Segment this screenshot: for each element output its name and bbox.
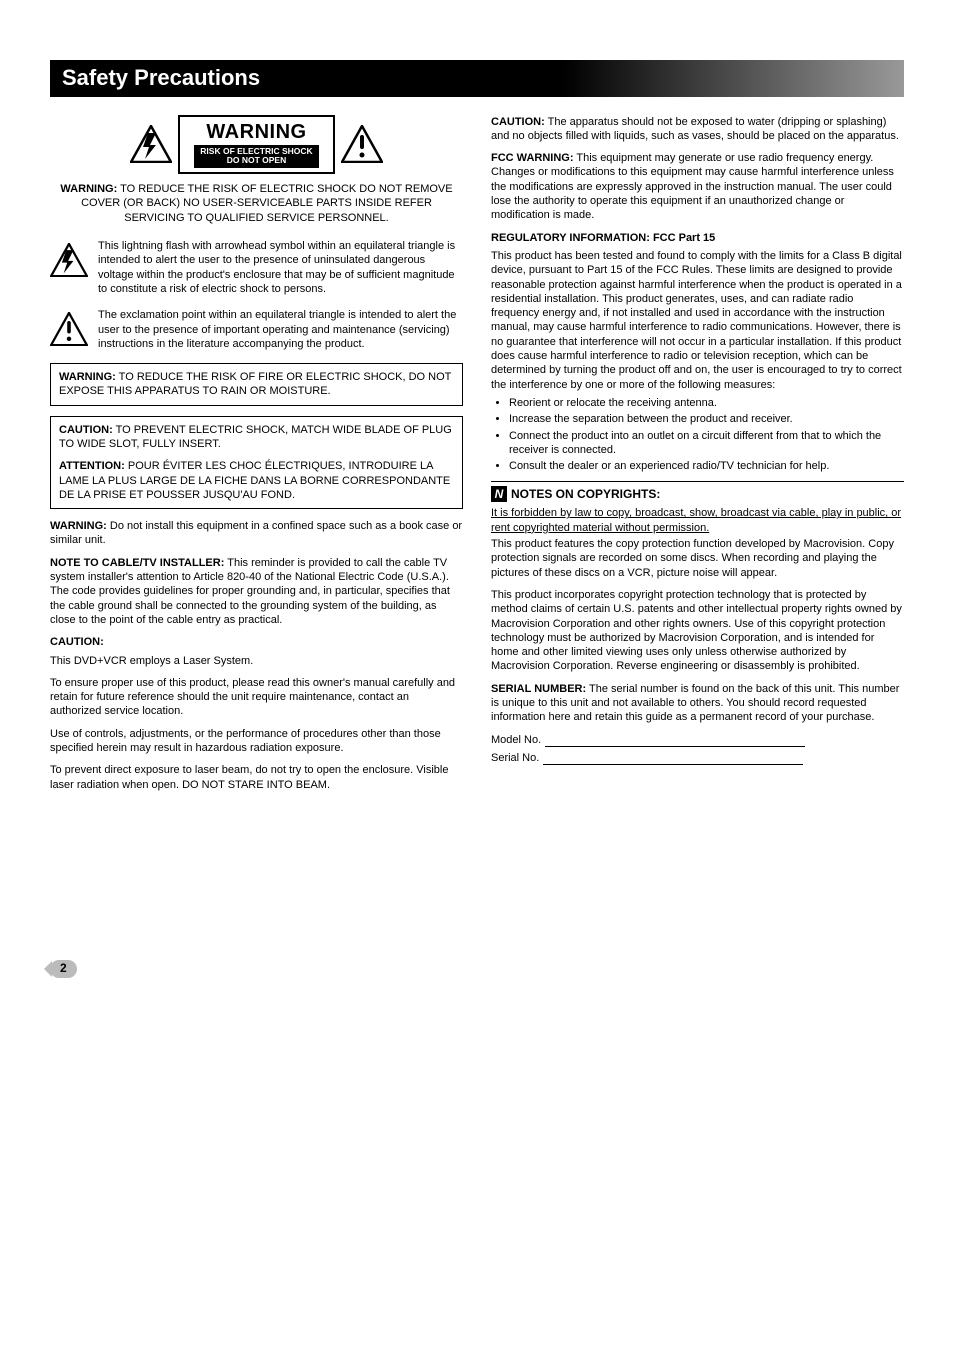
caution-p1: This DVD+VCR employs a Laser System.	[50, 654, 463, 668]
left-column: WARNING RISK OF ELECTRIC SHOCK DO NOT OP…	[50, 115, 463, 800]
frame-caution-plug: CAUTION: TO PREVENT ELECTRIC SHOCK, MATC…	[50, 416, 463, 509]
warning-sub2: DO NOT OPEN	[227, 155, 287, 165]
p-fcc-bold: FCC WARNING:	[491, 152, 574, 164]
caution-p3: Use of controls, adjustments, or the per…	[50, 727, 463, 756]
frame2-p1-bold: CAUTION:	[59, 424, 113, 436]
reg-bullet: Increase the separation between the prod…	[509, 412, 904, 426]
frame1-bold: WARNING:	[59, 371, 116, 383]
p-caution-water-bold: CAUTION:	[491, 116, 545, 128]
p-note-cable-bold: NOTE TO CABLE/TV INSTALLER:	[50, 557, 224, 569]
notes-badge-icon: N	[491, 486, 507, 502]
exclaim-triangle-icon	[50, 308, 88, 351]
p-warning-install: WARNING: Do not install this equipment i…	[50, 519, 463, 548]
reg-bullet: Consult the dealer or an experienced rad…	[509, 459, 904, 473]
content-columns: WARNING RISK OF ELECTRIC SHOCK DO NOT OP…	[50, 115, 904, 800]
reg-bullet: Reorient or relocate the receiving anten…	[509, 396, 904, 410]
lightning-triangle-icon	[130, 125, 172, 163]
copy-p3: This product incorporates copyright prot…	[491, 588, 904, 674]
center-warning-bold: WARNING:	[60, 183, 117, 195]
p-note-cable: NOTE TO CABLE/TV INSTALLER: This reminde…	[50, 556, 463, 627]
model-no-line: Model No.	[491, 733, 904, 747]
lightning-row: This lightning flash with arrowhead symb…	[50, 239, 463, 296]
lightning-text: This lightning flash with arrowhead symb…	[98, 239, 463, 296]
center-warning: WARNING: TO REDUCE THE RISK OF ELECTRIC …	[50, 182, 463, 225]
p-warning-install-body: Do not install this equipment in a confi…	[50, 520, 462, 546]
page-number: 2	[50, 960, 77, 978]
serial-label: Serial No.	[491, 751, 539, 765]
p-caution-water-body: The apparatus should not be exposed to w…	[491, 116, 899, 142]
notes-title: NOTES ON COPYRIGHTS:	[511, 487, 660, 503]
reg-title: REGULATORY INFORMATION: FCC Part 15	[491, 231, 904, 245]
p-fcc-warning: FCC WARNING: This equipment may generate…	[491, 151, 904, 222]
serial-bold: SERIAL NUMBER:	[491, 683, 586, 695]
warning-sub1: RISK OF ELECTRIC SHOCK	[200, 146, 312, 156]
reg-bullet-list: Reorient or relocate the receiving anten…	[491, 396, 904, 473]
copy-underline: It is forbidden by law to copy, broadcas…	[491, 506, 904, 535]
exclaim-triangle-icon	[341, 125, 383, 163]
lightning-triangle-icon	[50, 239, 88, 296]
warning-box-row: WARNING RISK OF ELECTRIC SHOCK DO NOT OP…	[50, 115, 463, 175]
caution-p2: To ensure proper use of this product, pl…	[50, 676, 463, 719]
caution-title: CAUTION:	[50, 635, 463, 649]
warning-label: WARNING	[194, 119, 318, 145]
serial-input-line[interactable]	[543, 754, 803, 765]
reg-body: This product has been tested and found t…	[491, 249, 904, 392]
section-header: Safety Precautions	[50, 60, 904, 97]
warning-sub: RISK OF ELECTRIC SHOCK DO NOT OPEN	[194, 145, 318, 169]
copy-p2: This product features the copy protectio…	[491, 537, 904, 580]
right-column: CAUTION: The apparatus should not be exp…	[491, 115, 904, 800]
reg-bullet: Connect the product into an outlet on a …	[509, 429, 904, 458]
frame2-p2-bold: ATTENTION:	[59, 460, 125, 472]
frame2-p2: ATTENTION: POUR ÉVITER LES CHOC ÉLECTRIQ…	[59, 459, 454, 502]
p-serial: SERIAL NUMBER: The serial number is foun…	[491, 682, 904, 725]
p-caution-water: CAUTION: The apparatus should not be exp…	[491, 115, 904, 144]
exclaim-text: The exclamation point within an equilate…	[98, 308, 463, 351]
center-warning-body: TO REDUCE THE RISK OF ELECTRIC SHOCK DO …	[81, 183, 453, 224]
model-label: Model No.	[491, 733, 541, 747]
caution-p4: To prevent direct exposure to laser beam…	[50, 763, 463, 792]
exclaim-row: The exclamation point within an equilate…	[50, 308, 463, 351]
p-warning-install-bold: WARNING:	[50, 520, 107, 532]
serial-no-line: Serial No.	[491, 751, 904, 765]
frame-warning-fire: WARNING: TO REDUCE THE RISK OF FIRE OR E…	[50, 363, 463, 406]
warning-box: WARNING RISK OF ELECTRIC SHOCK DO NOT OP…	[178, 115, 334, 175]
frame2-p1-body: TO PREVENT ELECTRIC SHOCK, MATCH WIDE BL…	[59, 424, 452, 450]
notes-head: N NOTES ON COPYRIGHTS:	[491, 481, 904, 502]
frame1-body: TO REDUCE THE RISK OF FIRE OR ELECTRIC S…	[59, 371, 451, 397]
model-input-line[interactable]	[545, 736, 805, 747]
frame2-p1: CAUTION: TO PREVENT ELECTRIC SHOCK, MATC…	[59, 423, 454, 452]
